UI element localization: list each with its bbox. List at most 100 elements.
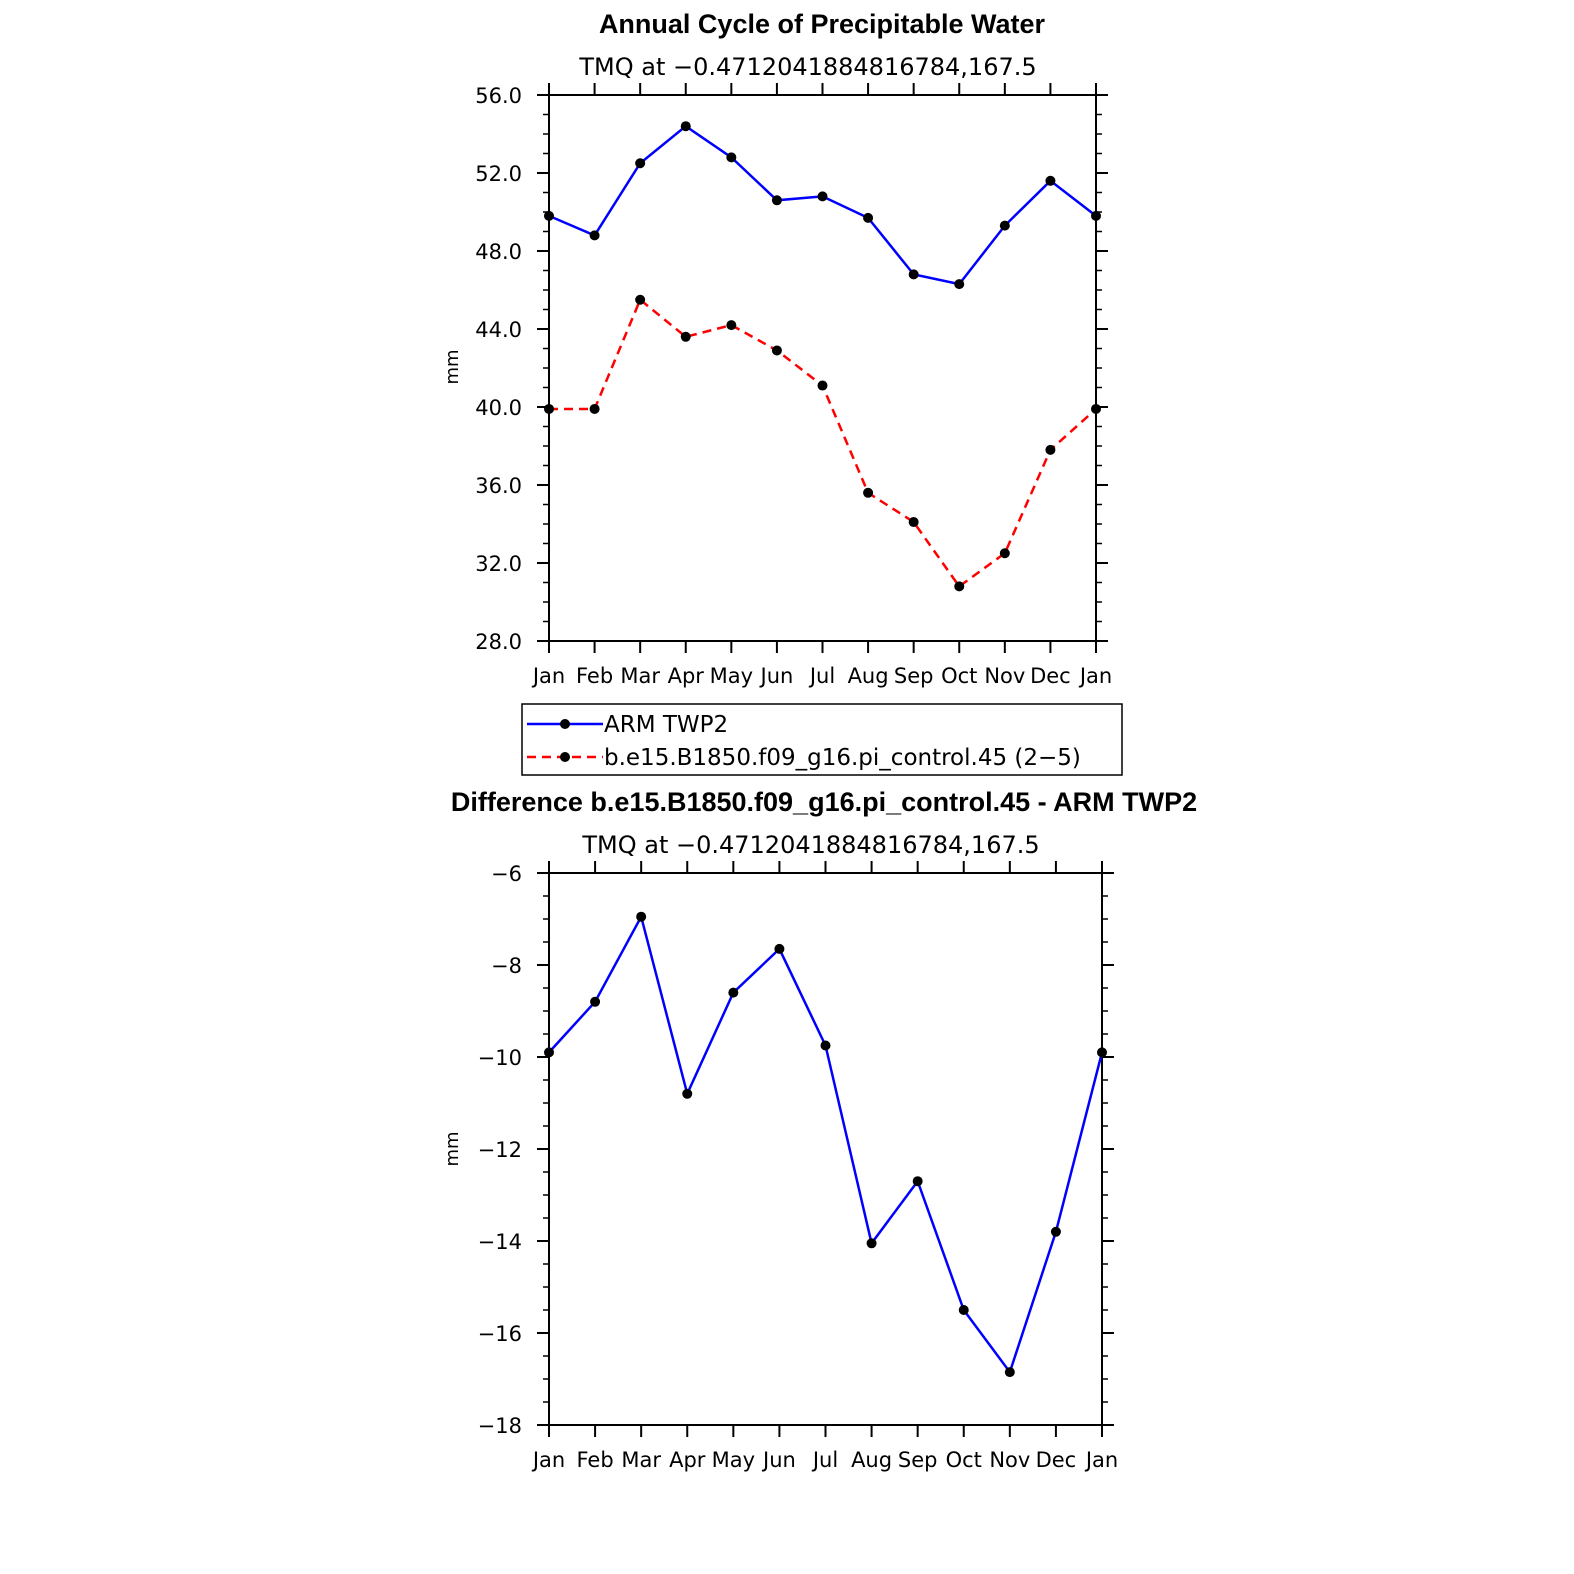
series-line-0 (548, 913, 1104, 1375)
data-point (817, 380, 828, 391)
chart-title: Difference b.e15.B1850.f09_g16.pi_contro… (451, 787, 1197, 817)
y-tick-label: −8 (491, 954, 522, 978)
data-point (954, 279, 965, 290)
x-tick-label: Sep (898, 1448, 938, 1472)
x-tick-label: Jul (811, 1448, 838, 1472)
data-point (771, 195, 782, 206)
data-point (1004, 1367, 1015, 1378)
data-point (908, 269, 919, 280)
x-tick-label: Dec (1030, 664, 1071, 688)
series-group (544, 121, 1101, 592)
difference-chart: Difference b.e15.B1850.f09_g16.pi_contro… (442, 787, 1197, 1472)
x-tick-label: Dec (1036, 1448, 1077, 1472)
data-point (1050, 1226, 1061, 1237)
legend-box (521, 703, 1123, 776)
data-point (1045, 444, 1056, 455)
data-point (866, 1238, 877, 1249)
legend-marker-model (560, 752, 570, 762)
x-tick-label: May (710, 664, 753, 688)
data-point (589, 403, 600, 414)
y-tick-label: −12 (478, 1138, 522, 1162)
data-point (817, 191, 828, 202)
data-point (820, 1040, 831, 1051)
plot-frame (548, 94, 1097, 642)
y-tick-label: −16 (478, 1322, 522, 1346)
x-tick-label: Mar (620, 664, 660, 688)
x-tick-label: Nov (989, 1448, 1030, 1472)
x-tick-label: May (712, 1448, 755, 1472)
data-point (726, 152, 737, 163)
y-tick-label: 36.0 (475, 474, 522, 498)
y-axis-label: mm (442, 1131, 463, 1166)
data-point (636, 911, 647, 922)
data-point (590, 996, 601, 1007)
y-tick-label: 32.0 (475, 552, 522, 576)
y-tick-label: −10 (478, 1046, 522, 1070)
data-point (1097, 1047, 1107, 1058)
annual-cycle-chart: Annual Cycle of Precipitable Water TMQ a… (442, 9, 1123, 776)
x-tick-label: Oct (941, 664, 977, 688)
x-tick-label: Sep (894, 664, 934, 688)
data-point (863, 487, 874, 498)
data-point (771, 345, 782, 356)
y-tick-label: 28.0 (475, 630, 522, 654)
axis-ticks (537, 83, 1108, 653)
x-tick-label: Jun (761, 1448, 796, 1472)
x-tick-label: Oct (946, 1448, 982, 1472)
x-tick-label: Jan (531, 664, 565, 688)
x-tick-label: Jan (1084, 1448, 1118, 1472)
y-axis-label: mm (442, 349, 463, 384)
data-point (999, 220, 1010, 231)
data-point (726, 320, 737, 331)
x-tick-label: Aug (848, 664, 889, 688)
chart-title: Annual Cycle of Precipitable Water (599, 9, 1046, 39)
data-point (544, 403, 554, 414)
x-tick-label: Apr (668, 664, 705, 688)
y-tick-label: 48.0 (475, 240, 522, 264)
legend: ARM TWP2 b.e15.B1850.f09_g16.pi_control.… (521, 703, 1123, 776)
y-tick-label: 40.0 (475, 396, 522, 420)
x-tick-label: Nov (984, 664, 1025, 688)
data-point (863, 212, 874, 223)
legend-label-arm: ARM TWP2 (604, 712, 728, 738)
x-tick-label: Jul (808, 664, 835, 688)
data-point (680, 121, 691, 132)
x-tick-label: Jan (531, 1448, 565, 1472)
series-group (544, 911, 1107, 1378)
y-tick-label: −6 (491, 862, 522, 886)
data-point (682, 1088, 693, 1099)
x-tick-label: Apr (669, 1448, 706, 1472)
data-point (635, 158, 646, 169)
data-point (635, 294, 646, 305)
data-point (589, 230, 600, 241)
tick-labels: Jan Feb Mar Apr May Jun Jul Aug Sep Oct Nov Dec Jan−… (478, 862, 1119, 1472)
data-point (912, 1176, 923, 1187)
data-point (1091, 210, 1101, 221)
data-point (954, 581, 965, 592)
data-point (958, 1305, 969, 1315)
x-tick-label: Jun (759, 664, 794, 688)
plot-frame (548, 872, 1103, 1426)
data-point (908, 517, 919, 528)
y-tick-label: 44.0 (475, 318, 522, 342)
data-point (999, 548, 1010, 559)
x-tick-label: Aug (851, 1448, 892, 1472)
x-tick-label: Mar (621, 1448, 661, 1472)
tick-labels: Jan Feb Mar Apr May Jun Jul Aug Sep Oct Nov Dec Jan 2… (475, 84, 1112, 688)
y-tick-label: 56.0 (475, 84, 522, 108)
legend-marker-arm (560, 719, 570, 729)
data-point (544, 210, 554, 221)
data-point (680, 331, 691, 342)
data-point (728, 987, 739, 998)
y-tick-label: −18 (478, 1414, 522, 1438)
series-line-0 (548, 124, 1097, 286)
y-tick-label: −14 (478, 1230, 522, 1254)
chart-subtitle: TMQ at −0.4712041884816784,167.5 (578, 53, 1036, 81)
series-line-1 (549, 297, 1097, 589)
data-point (544, 1047, 554, 1058)
legend-label-model: b.e15.B1850.f09_g16.pi_control.45 (2−5) (604, 745, 1081, 771)
data-point (1045, 175, 1056, 186)
data-point (1091, 403, 1101, 414)
x-tick-label: Feb (576, 664, 613, 688)
